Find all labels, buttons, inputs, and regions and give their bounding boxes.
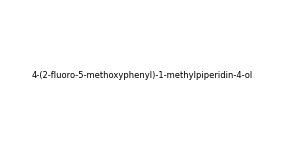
Text: 4-(2-fluoro-5-methoxyphenyl)-1-methylpiperidin-4-ol: 4-(2-fluoro-5-methoxyphenyl)-1-methylpip…: [32, 71, 253, 81]
